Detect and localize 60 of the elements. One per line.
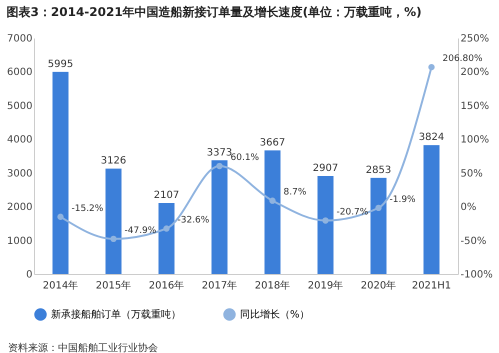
bar [158, 202, 174, 274]
x-tick-label: 2016年 [148, 280, 184, 292]
data-label: 3373 [206, 147, 232, 158]
y-tick-label: 7000 [7, 34, 32, 44]
y2-tick-label: -50% [460, 236, 486, 247]
x-tick-label: 2015年 [96, 280, 132, 292]
x-tick-label: 2019年 [308, 280, 344, 292]
chart-title: 图表3：2014-2021年中国造船新接订单量及增长速度(单位：万载重吨，%) [6, 5, 422, 19]
y2-tick-label: 100% [460, 134, 490, 146]
data-label: 2907 [312, 162, 338, 174]
data-label: -47.9% [124, 226, 157, 236]
y-tick-label: 0 [26, 270, 32, 280]
data-label: 60.1% [230, 153, 260, 164]
y2-tick-label: 150% [460, 100, 490, 112]
point [216, 162, 223, 170]
point [269, 198, 276, 204]
y2-tick-label: 50% [460, 168, 483, 180]
bar [370, 178, 386, 274]
point [428, 64, 435, 70]
x-tick-label: 2018年 [254, 280, 290, 292]
point [375, 204, 382, 212]
bar [106, 168, 122, 274]
y-tick-label: 4000 [7, 134, 32, 146]
data-label: 206.80% [442, 54, 483, 64]
y2-tick-label: -100% [460, 270, 493, 280]
x-tick-label: 2014年 [42, 280, 78, 292]
bar [212, 160, 228, 274]
data-label: -15.2% [72, 204, 104, 214]
point [163, 225, 170, 232]
x-tick-label: 2017年 [202, 280, 238, 292]
y2-tick-label: 250% [460, 34, 490, 44]
data-label: 3126 [100, 156, 126, 167]
point [57, 214, 64, 220]
x-tick-label: 2021H1 [412, 280, 452, 292]
y2-tick-label: 200% [460, 67, 490, 78]
point [110, 236, 117, 242]
data-label: -32.6% [178, 216, 210, 226]
data-label: 3667 [260, 137, 286, 148]
bar [424, 145, 440, 274]
legend-label: 同比增长（%） [240, 308, 310, 321]
x-tick-label: 2020年 [360, 280, 396, 292]
data-label: -1.9% [390, 194, 416, 205]
data-label: -20.7% [336, 208, 369, 218]
bar [52, 72, 68, 274]
text: 资料来源：中国船舶工业行业协会 [7, 342, 159, 353]
bar [264, 150, 280, 274]
data-label: 2853 [366, 164, 392, 176]
data-label: 5995 [48, 58, 74, 70]
y-tick-label: 5000 [7, 100, 32, 112]
data-label: 3824 [418, 132, 444, 144]
data-label: 2107 [154, 190, 180, 201]
point [322, 217, 329, 224]
y-tick-label: 3000 [7, 168, 32, 180]
data-label: 8.7% [284, 188, 307, 198]
y-tick-label: 2000 [7, 202, 32, 214]
y2-tick-label: 0% [460, 202, 476, 214]
y-tick-label: 6000 [7, 67, 32, 78]
y-tick-label: 1000 [7, 236, 32, 247]
bar [318, 176, 334, 274]
legend-label: 新承接船舶订单（万载重吨） [51, 308, 181, 321]
